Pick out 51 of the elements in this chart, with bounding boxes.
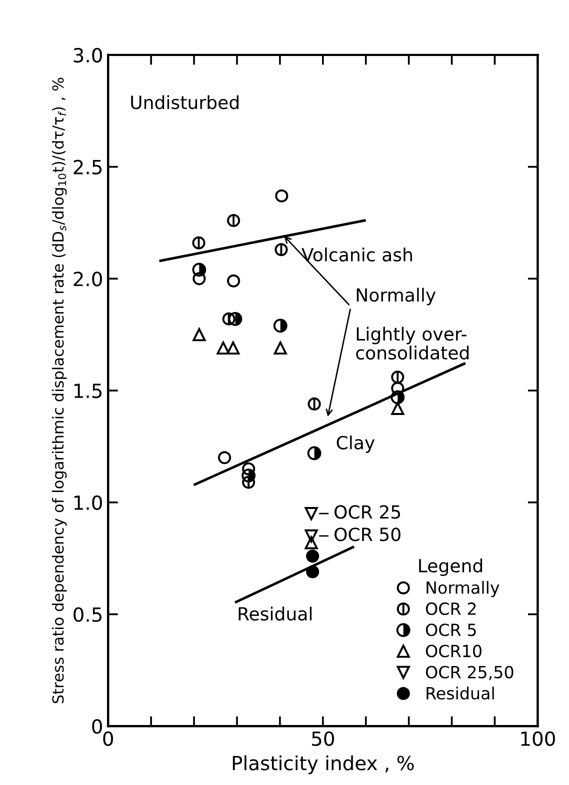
annotation: Clay [336,435,375,453]
point [273,318,288,333]
point [275,189,288,202]
legend-label: Normally [426,581,500,598]
y-tick-label: 2.0 [74,272,102,286]
x-tick-label: 100 [521,731,555,746]
annotation: OCR 50 [334,528,400,542]
annotation: OCR 25 [334,505,400,519]
legend-label: OCR 25,50 [426,666,514,680]
point [304,507,318,520]
x-tick-label: 0 [103,731,114,746]
point [274,243,288,256]
point [192,328,206,342]
y-tick-label: 0.5 [74,607,102,622]
annotation: Undisturbed [131,95,238,110]
annotation: Residual [238,606,312,621]
y-tick-label: 3.0 [74,48,102,63]
x-axis-title: Plasticity index , % [232,755,414,774]
point [391,402,404,415]
y-tick-label: 0 [92,719,102,734]
annotation: Lightly over- consolidated [356,326,469,360]
legend-label: OCR 2 [426,602,476,616]
point [307,446,322,460]
point [308,397,321,410]
point [304,536,318,550]
point [304,529,318,542]
point [222,312,236,326]
point [227,214,240,228]
point [391,370,404,384]
legend-label: OCR10 [426,644,482,658]
point [192,272,206,286]
point [242,476,256,489]
annotation: Normally [356,288,436,306]
legend-label: Residual [426,686,494,700]
point [218,451,232,464]
point [306,550,320,563]
point [228,312,242,326]
point [226,342,240,355]
y-axis-title: Stress ratio dependency of logarithmic displacement rate (dD$_{s}$/dlog$_{10}$t)/(dτ/τ$_{f}$) , % [52,78,67,704]
legend-title: Legend [419,558,482,576]
y-tick-label: 1.5 [74,384,102,398]
point [192,236,206,250]
y-tick-label: 2.5 [74,160,102,174]
point [242,462,256,476]
x-tick-label: 50 [312,731,334,746]
legend-label: OCR 5 [426,624,476,636]
point [227,274,240,288]
annotation: Volcanic ash [302,248,412,262]
y-tick-label: 1.0 [74,495,102,510]
point [216,342,230,355]
point [274,342,287,355]
